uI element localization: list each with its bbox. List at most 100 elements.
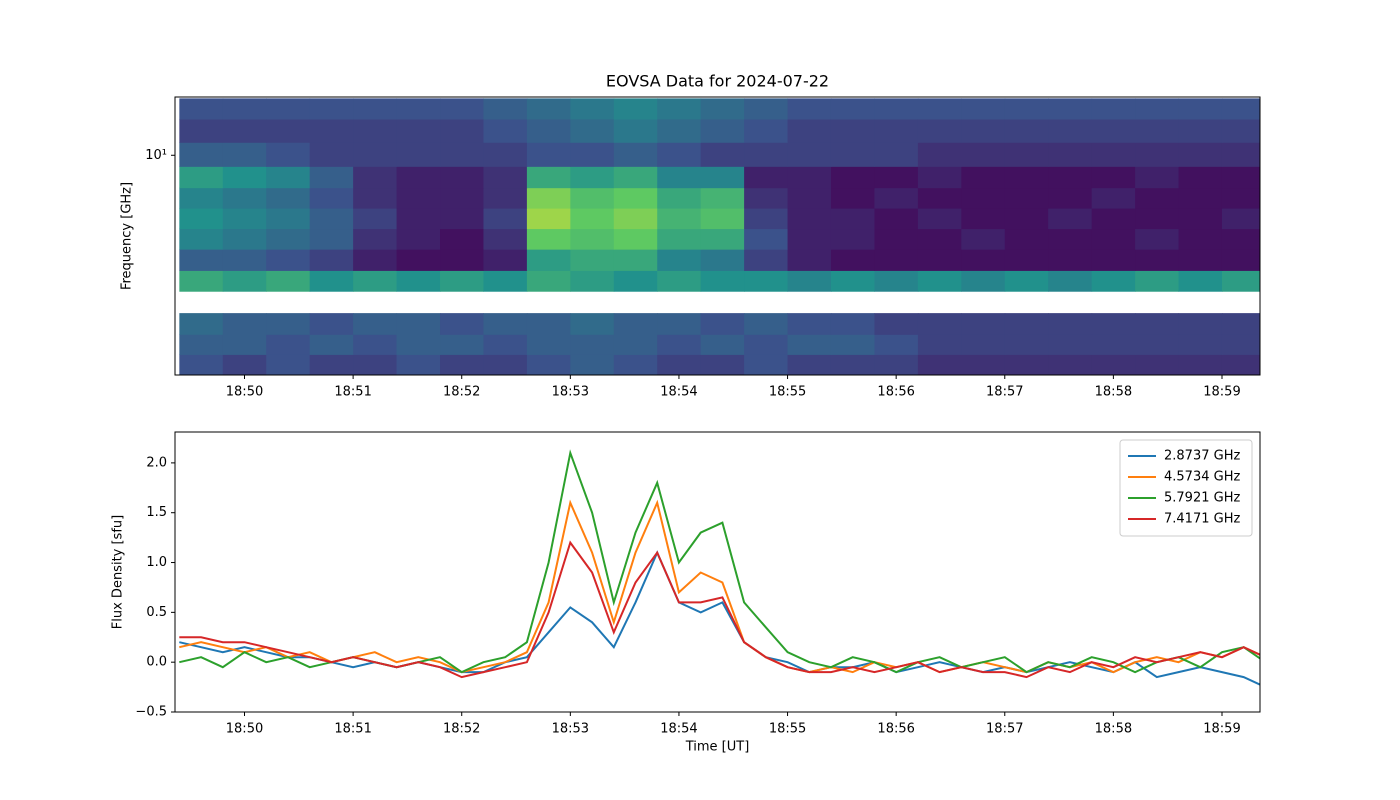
heatmap-cell — [570, 98, 615, 120]
x-tick-label: 18:51 — [334, 722, 371, 737]
heatmap-cell — [1178, 98, 1223, 120]
heatmap-cell — [1135, 270, 1180, 292]
heatmap-cell — [1178, 313, 1223, 335]
heatmap-cell — [179, 249, 224, 271]
y-tick-label: 0.5 — [146, 605, 167, 620]
heatmap-cell — [353, 187, 398, 209]
heatmap-cell — [787, 208, 832, 230]
heatmap-cell — [353, 313, 398, 335]
heatmap-cell — [266, 98, 311, 120]
heatmap-cell — [309, 249, 354, 271]
heatmap-cell — [1135, 118, 1180, 143]
heatmap-cell — [1221, 334, 1260, 355]
heatmap-cell — [222, 98, 267, 120]
heatmap-cell — [179, 208, 224, 230]
heatmap-cell — [309, 313, 354, 335]
heatmap-cell — [657, 270, 702, 292]
heatmap-cell — [309, 166, 354, 189]
heatmap-cell — [1178, 228, 1223, 250]
heatmap-cell — [266, 270, 311, 292]
heatmap-cell — [613, 187, 658, 209]
heatmap-cell — [309, 98, 354, 120]
heatmap-cell — [744, 98, 789, 120]
heatmap-cell — [1048, 354, 1093, 375]
heatmap-cell — [961, 208, 1006, 230]
heatmap-cell — [570, 334, 615, 355]
heatmap-cell — [787, 187, 832, 209]
heatmap-cell — [874, 98, 919, 120]
heatmap-cell — [1178, 249, 1223, 271]
heatmap-cell — [483, 249, 528, 271]
y-tick-label: 10¹ — [145, 148, 167, 163]
heatmap-cell — [1221, 208, 1260, 230]
heatmap-cell — [222, 313, 267, 335]
x-tick-label: 18:55 — [769, 722, 806, 737]
heatmap-cell — [483, 208, 528, 230]
plot-area — [175, 432, 1260, 712]
y-tick-label: 1.0 — [146, 555, 167, 570]
heatmap-cell — [744, 142, 789, 167]
y-tick-label: 0.0 — [146, 655, 167, 670]
heatmap-cell — [830, 313, 875, 335]
heatmap-cell — [787, 228, 832, 250]
x-tick-label: 18:58 — [1095, 385, 1132, 400]
heatmap-cell — [961, 166, 1006, 189]
heatmap-cell — [440, 142, 484, 167]
chart-title: EOVSA Data for 2024-07-22 — [606, 72, 829, 91]
heatmap-cell — [353, 249, 398, 271]
heatmap-cell — [657, 118, 702, 143]
x-tick-label: 18:55 — [769, 385, 806, 400]
heatmap-cell — [222, 208, 267, 230]
heatmap-cell — [830, 98, 875, 120]
heatmap-cell — [744, 118, 789, 143]
heatmap-cell — [526, 228, 571, 250]
heatmap-cell — [1221, 118, 1260, 143]
heatmap-cell — [830, 334, 875, 355]
heatmap-cell — [1091, 118, 1136, 143]
heatmap-cell — [570, 313, 615, 335]
heatmap-cell — [526, 142, 571, 167]
heatmap-cell — [222, 166, 267, 189]
heatmap-cell — [917, 142, 962, 167]
heatmap-cell — [526, 354, 571, 375]
legend-box — [1119, 439, 1253, 537]
heatmap-cell — [1221, 142, 1260, 167]
heatmap-cell — [266, 228, 311, 250]
heatmap-cell — [744, 270, 789, 292]
heatmap-cell — [700, 249, 745, 271]
heatmap-cell — [1221, 354, 1260, 375]
heatmap-cell — [700, 228, 745, 250]
heatmap-cell — [1178, 142, 1223, 167]
heatmap-cell — [874, 354, 919, 375]
heatmap-cell — [440, 334, 484, 355]
heatmap-cell — [1048, 270, 1093, 292]
y-tick-label: −0.5 — [135, 705, 167, 720]
heatmap-cell — [917, 249, 962, 271]
heatmap-cell — [1135, 187, 1180, 209]
heatmap-cell — [353, 228, 398, 250]
heatmap-cell — [700, 166, 745, 189]
heatmap-cell — [657, 228, 702, 250]
heatmap-cell — [309, 270, 354, 292]
heatmap-cell — [961, 354, 1006, 375]
heatmap-cell — [1178, 208, 1223, 230]
heatmap-cell — [353, 270, 398, 292]
heatmap-cell — [179, 98, 224, 120]
heatmap-cell — [309, 334, 354, 355]
heatmap-cell — [440, 354, 484, 375]
heatmap-cell — [526, 118, 571, 143]
heatmap-cell — [483, 354, 528, 375]
heatmap-cell — [1135, 166, 1180, 189]
heatmap-cell — [309, 228, 354, 250]
x-tick-label: 18:59 — [1203, 385, 1240, 400]
x-tick-label: 18:52 — [443, 722, 480, 737]
heatmap-cell — [526, 187, 571, 209]
heatmap-cell — [700, 334, 745, 355]
heatmap-cell — [1091, 98, 1136, 120]
x-tick-label: 18:53 — [552, 385, 589, 400]
heatmap-cell — [1004, 187, 1049, 209]
heatmap-cell — [874, 166, 919, 189]
heatmap-cell — [1091, 187, 1136, 209]
heatmap-cell — [917, 166, 962, 189]
heatmap-cell — [787, 249, 832, 271]
